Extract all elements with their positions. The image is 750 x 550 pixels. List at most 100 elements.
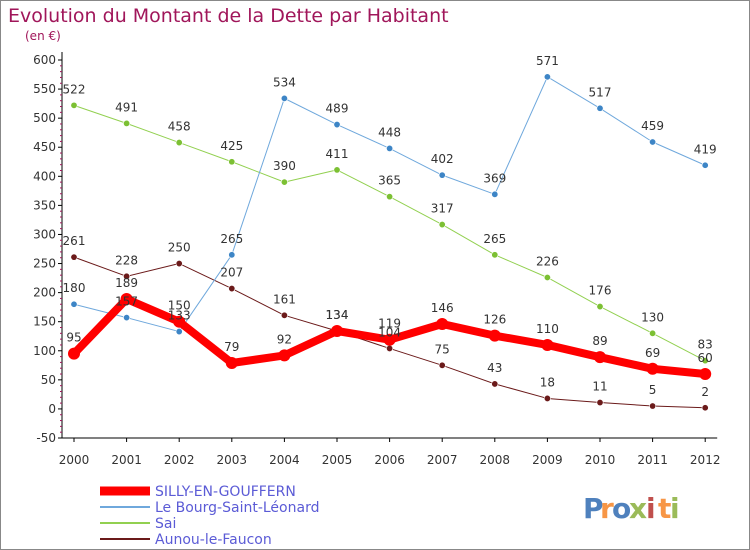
data-label-sai: 522 bbox=[63, 82, 86, 96]
data-label-sai: 390 bbox=[273, 159, 296, 173]
data-point-sai bbox=[228, 158, 236, 166]
data-point-le-bourg-saint-l-onard bbox=[649, 138, 657, 146]
data-point-sai bbox=[438, 221, 446, 229]
data-point-le-bourg-saint-l-onard bbox=[543, 73, 551, 81]
x-tick-label: 2002 bbox=[164, 453, 195, 467]
data-point-le-bourg-saint-l-onard bbox=[438, 171, 446, 179]
data-label-aunou-le-faucon: 2 bbox=[701, 385, 709, 399]
logo-letter: P bbox=[583, 492, 604, 525]
data-point-aunou-le-faucon bbox=[701, 404, 709, 412]
x-tick-label: 2012 bbox=[690, 453, 721, 467]
data-point-silly-en-gouffern bbox=[225, 356, 238, 369]
data-point-silly-en-gouffern bbox=[541, 338, 554, 351]
data-label-silly-en-gouffern: 146 bbox=[431, 301, 454, 315]
data-label-sai: 176 bbox=[589, 284, 612, 298]
data-label-sai: 365 bbox=[378, 174, 401, 188]
data-point-silly-en-gouffern bbox=[646, 362, 659, 375]
data-point-le-bourg-saint-l-onard bbox=[386, 144, 394, 152]
y-tick-label: 150 bbox=[33, 315, 56, 329]
data-point-aunou-le-faucon bbox=[543, 394, 551, 402]
data-label-aunou-le-faucon: 104 bbox=[378, 325, 401, 339]
data-label-silly-en-gouffern: 119 bbox=[378, 317, 401, 331]
legend-label-le-bourg-saint-l-onard: Le Bourg-Saint-Léonard bbox=[155, 500, 319, 516]
x-tick-label: 2011 bbox=[637, 453, 668, 467]
logo-letter: t bbox=[658, 492, 671, 525]
data-point-silly-en-gouffern bbox=[436, 318, 449, 331]
data-label-le-bourg-saint-l-onard: 419 bbox=[694, 142, 717, 156]
y-tick-label: 100 bbox=[33, 344, 56, 358]
data-label-le-bourg-saint-l-onard: 459 bbox=[641, 119, 664, 133]
data-label-silly-en-gouffern: 150 bbox=[168, 299, 191, 313]
data-label-le-bourg-saint-l-onard: 448 bbox=[378, 125, 401, 139]
axes: -50 0 50 100 150 200 250 300 350 400 450 500 550 600 2… bbox=[33, 52, 720, 467]
data-label-silly-en-gouffern: 95 bbox=[66, 331, 81, 345]
data-point-aunou-le-faucon bbox=[228, 285, 236, 293]
y-tick-label: 50 bbox=[41, 373, 56, 387]
data-point-silly-en-gouffern bbox=[331, 324, 343, 337]
data-label-silly-en-gouffern: 69 bbox=[645, 346, 660, 360]
data-point-sai bbox=[649, 329, 657, 337]
data-point-sai bbox=[333, 166, 341, 174]
data-label-aunou-le-faucon: 161 bbox=[273, 292, 296, 306]
data-point-sai bbox=[386, 193, 394, 201]
data-label-silly-en-gouffern: 92 bbox=[277, 332, 292, 346]
y-tick-label: 250 bbox=[33, 257, 56, 271]
data-point-silly-en-gouffern bbox=[383, 333, 396, 346]
data-point-silly-en-gouffern bbox=[68, 347, 80, 360]
data-label-aunou-le-faucon: 43 bbox=[487, 361, 502, 375]
y-tick-label: 300 bbox=[33, 227, 56, 241]
data-label-aunou-le-faucon: 75 bbox=[435, 342, 450, 356]
data-label-aunou-le-faucon: 207 bbox=[220, 266, 243, 280]
data-point-le-bourg-saint-l-onard bbox=[175, 328, 183, 336]
data-labels-layer: 261 228 250 207 161 134 104 75 43 18 11 5 2 522 491 458… bbox=[63, 54, 717, 399]
y-tick-label: 450 bbox=[33, 140, 56, 154]
data-label-le-bourg-saint-l-onard: 369 bbox=[483, 171, 506, 185]
chart-unit: (en €) bbox=[25, 29, 61, 43]
data-point-aunou-le-faucon bbox=[280, 311, 288, 319]
data-label-silly-en-gouffern: 134 bbox=[326, 308, 349, 322]
data-label-sai: 425 bbox=[220, 139, 243, 153]
data-label-silly-en-gouffern: 126 bbox=[483, 313, 506, 327]
logo-letter: i bbox=[646, 492, 656, 525]
data-point-sai bbox=[596, 303, 604, 311]
data-point-le-bourg-saint-l-onard bbox=[701, 161, 709, 169]
data-label-aunou-le-faucon: 250 bbox=[168, 241, 191, 255]
data-point-le-bourg-saint-l-onard bbox=[123, 314, 131, 322]
legend-label-aunou-le-faucon: Aunou-le-Faucon bbox=[155, 532, 272, 548]
data-point-aunou-le-faucon bbox=[596, 399, 604, 407]
data-point-aunou-le-faucon bbox=[123, 272, 131, 280]
data-label-le-bourg-saint-l-onard: 157 bbox=[115, 295, 138, 309]
x-tick-label: 2007 bbox=[427, 453, 458, 467]
x-tick-label: 2010 bbox=[585, 453, 616, 467]
data-label-le-bourg-saint-l-onard: 489 bbox=[326, 102, 349, 116]
data-point-sai bbox=[701, 357, 709, 365]
data-point-aunou-le-faucon bbox=[70, 253, 78, 261]
data-label-aunou-le-faucon: 261 bbox=[63, 234, 86, 248]
y-tick-label: 500 bbox=[33, 111, 56, 125]
data-label-silly-en-gouffern: 79 bbox=[224, 340, 239, 354]
y-tick-label: 200 bbox=[33, 286, 56, 300]
data-point-silly-en-gouffern bbox=[594, 351, 606, 364]
data-label-silly-en-gouffern: 60 bbox=[698, 351, 713, 365]
legend-label-sai: Sai bbox=[155, 516, 176, 532]
data-point-le-bourg-saint-l-onard bbox=[491, 190, 499, 198]
data-label-le-bourg-saint-l-onard: 265 bbox=[220, 232, 243, 246]
data-point-sai bbox=[491, 251, 499, 259]
x-tick-label: 2006 bbox=[374, 453, 405, 467]
data-label-sai: 458 bbox=[168, 120, 191, 134]
data-point-le-bourg-saint-l-onard bbox=[280, 94, 288, 102]
x-tick-label: 2009 bbox=[532, 453, 563, 467]
data-point-sai bbox=[70, 101, 78, 109]
data-point-le-bourg-saint-l-onard bbox=[596, 104, 604, 112]
y-tick-label: 0 bbox=[48, 402, 56, 416]
data-label-le-bourg-saint-l-onard: 133 bbox=[168, 309, 191, 323]
data-point-aunou-le-faucon bbox=[649, 402, 657, 410]
data-label-aunou-le-faucon: 18 bbox=[540, 375, 555, 389]
data-point-le-bourg-saint-l-onard bbox=[228, 251, 236, 259]
data-label-aunou-le-faucon: 228 bbox=[115, 253, 138, 267]
data-point-silly-en-gouffern bbox=[173, 315, 186, 328]
logo-letter: x bbox=[629, 492, 647, 525]
y-tick-label: -50 bbox=[36, 431, 56, 445]
data-label-silly-en-gouffern: 89 bbox=[592, 334, 607, 348]
